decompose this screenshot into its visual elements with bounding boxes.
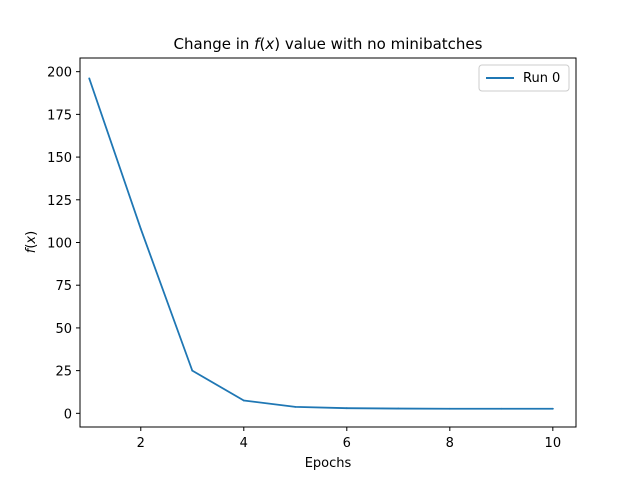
legend-box — [478, 64, 570, 92]
data-point — [500, 407, 503, 410]
x-axis-ticks: 2 4 6 8 10 — [137, 427, 561, 451]
y-axis-label: f(x) — [24, 231, 39, 253]
x-axis-label: Epochs — [305, 456, 352, 471]
data-layer — [88, 77, 554, 410]
data-point — [397, 407, 400, 410]
y-tick-label: 125 — [47, 194, 72, 209]
y-tick-label: 50 — [55, 322, 72, 337]
x-tick-label: 6 — [343, 436, 351, 451]
legend: Run 0 — [478, 64, 570, 92]
plot-area — [80, 58, 576, 427]
y-tick-label: 150 — [47, 151, 72, 166]
data-point — [448, 407, 451, 410]
x-tick-label: 8 — [446, 436, 454, 451]
data-point — [139, 227, 142, 230]
data-point — [345, 407, 348, 410]
y-axis-ticks: 0 25 50 75 100 125 150 175 200 — [47, 66, 80, 422]
chart-title: Change in f(x) value with no minibatches — [174, 35, 483, 53]
data-point — [191, 369, 194, 372]
y-tick-label: 200 — [47, 66, 72, 81]
y-tick-label: 175 — [47, 108, 72, 123]
x-tick-label: 2 — [137, 436, 145, 451]
y-tick-label: 100 — [47, 237, 72, 252]
legend-label-run-0: Run 0 — [523, 71, 560, 86]
series-line-run-0 — [88, 77, 554, 410]
plot-frame — [79, 57, 577, 428]
y-tick-label: 25 — [55, 365, 72, 380]
x-tick-label: 4 — [240, 436, 248, 451]
data-point — [294, 405, 297, 408]
data-point — [88, 77, 91, 80]
y-tick-label: 0 — [64, 407, 72, 422]
y-tick-label: 75 — [55, 279, 72, 294]
data-point — [242, 399, 245, 402]
data-point — [551, 407, 554, 410]
x-tick-label: 10 — [545, 436, 562, 451]
